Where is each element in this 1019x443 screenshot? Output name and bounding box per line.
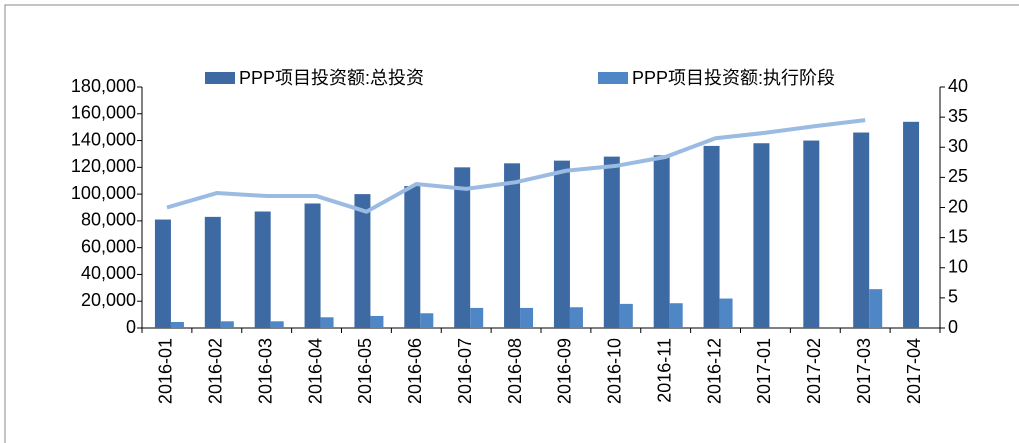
bar bbox=[220, 321, 234, 328]
bar bbox=[903, 121, 920, 328]
y-tick-label: 160,000 bbox=[71, 103, 136, 123]
x-tick-label: 2017-01 bbox=[754, 338, 774, 404]
x-tick-label: 2016-05 bbox=[355, 338, 375, 404]
bar bbox=[170, 321, 184, 328]
y2-tick-label: 25 bbox=[948, 166, 968, 186]
bar bbox=[154, 219, 171, 328]
bar bbox=[420, 313, 434, 328]
bar bbox=[719, 298, 733, 328]
x-tick-label: 2016-07 bbox=[455, 338, 475, 404]
bar bbox=[569, 307, 583, 328]
bar bbox=[603, 156, 620, 328]
bar bbox=[504, 163, 521, 328]
bar bbox=[553, 160, 570, 328]
x-tick-label: 2017-03 bbox=[854, 338, 874, 404]
y-tick-label: 180,000 bbox=[71, 76, 136, 96]
bar bbox=[669, 303, 683, 328]
y-tick-label: 140,000 bbox=[71, 129, 136, 149]
bar bbox=[853, 132, 870, 328]
bar bbox=[304, 203, 321, 328]
x-tick-label: 2016-12 bbox=[704, 338, 724, 404]
x-tick-label: 2016-03 bbox=[255, 338, 275, 404]
y-tick-label: 100,000 bbox=[71, 183, 136, 203]
legend-swatch bbox=[598, 72, 628, 84]
y2-tick-label: 20 bbox=[948, 196, 968, 216]
y2-tick-label: 35 bbox=[948, 106, 968, 126]
x-tick-label: 2017-04 bbox=[904, 338, 924, 404]
bar bbox=[520, 307, 534, 328]
y2-tick-label: 5 bbox=[948, 287, 958, 307]
bar bbox=[454, 167, 471, 328]
bar bbox=[254, 211, 271, 328]
bar bbox=[470, 307, 484, 328]
legend-label: PPP项目投资额:总投资 bbox=[239, 68, 424, 88]
bar bbox=[653, 155, 670, 328]
y2-tick-label: 40 bbox=[948, 76, 968, 96]
y2-tick-label: 30 bbox=[948, 136, 968, 156]
y2-tick-label: 10 bbox=[948, 257, 968, 277]
legend-swatch bbox=[205, 72, 235, 84]
bar bbox=[753, 143, 770, 328]
y-tick-label: 40,000 bbox=[81, 263, 136, 283]
x-tick-label: 2016-09 bbox=[555, 338, 575, 404]
bar bbox=[869, 289, 883, 328]
x-tick-label: 2016-10 bbox=[605, 338, 625, 404]
x-tick-label: 2016-02 bbox=[206, 338, 226, 404]
x-tick-label: 2017-02 bbox=[804, 338, 824, 404]
y-tick-label: 0 bbox=[126, 317, 136, 337]
line bbox=[166, 118, 866, 214]
legend-label: PPP项目投资额:执行阶段 bbox=[632, 68, 835, 88]
bar bbox=[204, 216, 221, 328]
bar bbox=[404, 186, 421, 328]
bar bbox=[354, 194, 371, 328]
y2-tick-label: 15 bbox=[948, 226, 968, 246]
x-tick-label: 2016-11 bbox=[654, 338, 674, 403]
y2-tick-label: 0 bbox=[948, 317, 958, 337]
y-tick-label: 80,000 bbox=[81, 210, 136, 230]
bar bbox=[270, 321, 284, 328]
x-tick-label: 2016-08 bbox=[505, 338, 525, 404]
y-tick-label: 120,000 bbox=[71, 156, 136, 176]
bar bbox=[619, 303, 633, 328]
bar bbox=[703, 145, 720, 328]
x-tick-label: 2016-06 bbox=[405, 338, 425, 404]
bar bbox=[320, 317, 334, 328]
x-tick-label: 2016-01 bbox=[156, 338, 176, 404]
x-tick-label: 2016-04 bbox=[305, 338, 325, 404]
y-tick-label: 60,000 bbox=[81, 236, 136, 256]
y-tick-label: 20,000 bbox=[81, 290, 136, 310]
bar bbox=[370, 315, 384, 328]
bar bbox=[803, 140, 820, 328]
